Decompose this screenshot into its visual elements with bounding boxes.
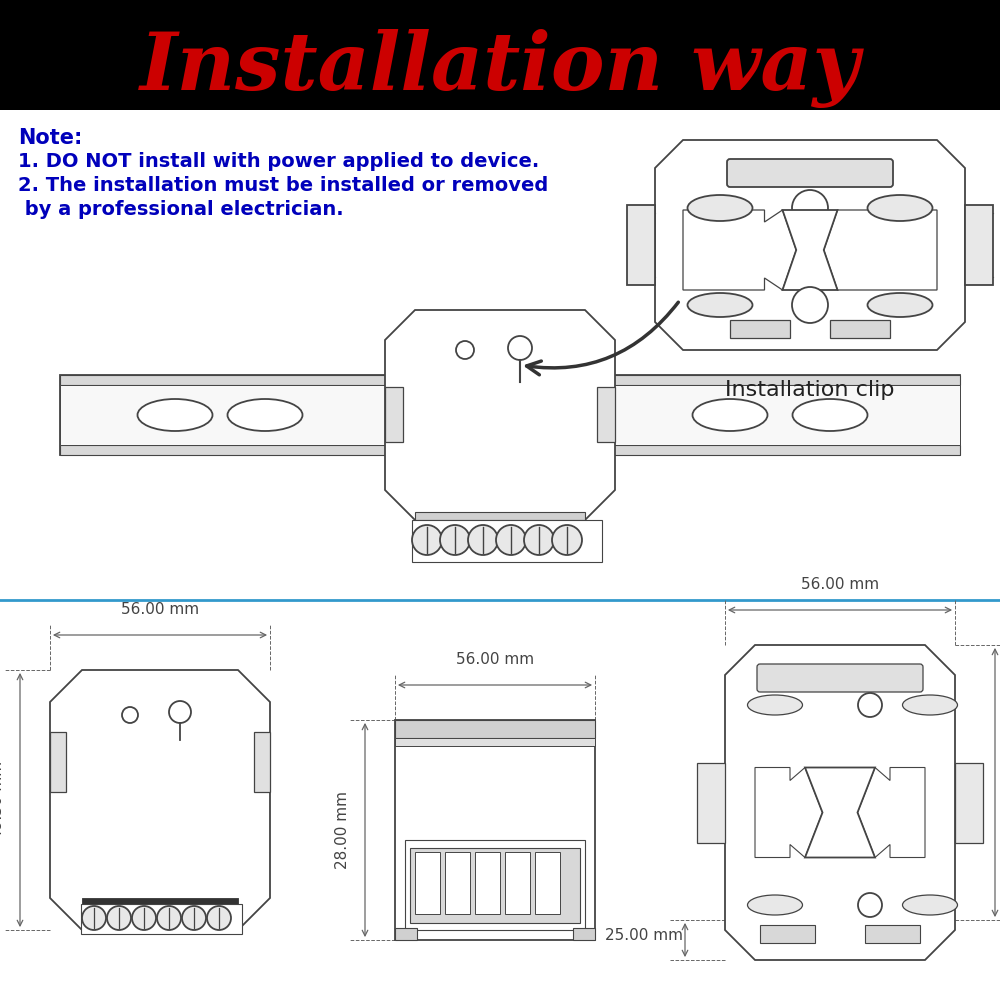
Bar <box>965 205 993 285</box>
Circle shape <box>157 906 181 930</box>
Circle shape <box>496 525 526 555</box>
Bar <box>730 320 790 338</box>
Circle shape <box>122 707 138 723</box>
Polygon shape <box>725 645 955 960</box>
Bar <box>81 904 242 934</box>
Bar <box>445 852 470 914</box>
Bar <box>865 925 920 943</box>
Bar <box>395 738 595 746</box>
Ellipse shape <box>688 195 753 221</box>
Bar <box>505 852 530 914</box>
Text: 56.00 mm: 56.00 mm <box>456 652 534 667</box>
Ellipse shape <box>228 399 302 431</box>
Bar <box>760 925 815 943</box>
Polygon shape <box>385 310 615 520</box>
Circle shape <box>792 287 828 323</box>
Text: Installation clip: Installation clip <box>725 380 895 400</box>
Bar <box>412 520 602 562</box>
Polygon shape <box>858 768 925 857</box>
Text: 49.50 mm: 49.50 mm <box>0 761 5 839</box>
Polygon shape <box>782 210 838 290</box>
Bar <box>254 732 270 792</box>
Polygon shape <box>824 210 937 290</box>
Circle shape <box>169 701 191 723</box>
Text: Note:: Note: <box>18 128 82 148</box>
Bar <box>395 720 595 940</box>
Circle shape <box>524 525 554 555</box>
Ellipse shape <box>868 195 932 221</box>
Circle shape <box>107 906 131 930</box>
Bar <box>573 928 595 940</box>
Circle shape <box>132 906 156 930</box>
Text: by a professional electrician.: by a professional electrician. <box>18 200 344 219</box>
Circle shape <box>508 336 532 360</box>
Bar <box>395 720 595 738</box>
Text: 28.00 mm: 28.00 mm <box>335 791 350 869</box>
Circle shape <box>207 906 231 930</box>
Circle shape <box>456 341 474 359</box>
FancyBboxPatch shape <box>757 664 923 692</box>
Bar <box>60 445 960 455</box>
Ellipse shape <box>868 293 932 317</box>
Ellipse shape <box>138 399 212 431</box>
FancyBboxPatch shape <box>727 159 893 187</box>
Text: Installation way: Installation way <box>140 28 860 107</box>
Bar <box>60 375 960 385</box>
Bar <box>82 898 238 906</box>
Circle shape <box>412 525 442 555</box>
Bar <box>0 0 1000 110</box>
Circle shape <box>468 525 498 555</box>
Ellipse shape <box>902 695 958 715</box>
Text: 56.00 mm: 56.00 mm <box>121 602 199 617</box>
Bar <box>410 848 580 923</box>
Bar <box>395 928 417 940</box>
Text: 1. DO NOT install with power applied to device.: 1. DO NOT install with power applied to … <box>18 152 539 171</box>
Text: 56.00 mm: 56.00 mm <box>801 577 879 592</box>
Bar <box>830 320 890 338</box>
Ellipse shape <box>692 399 768 431</box>
Polygon shape <box>50 670 270 930</box>
Bar <box>385 387 403 442</box>
Ellipse shape <box>748 695 802 715</box>
Polygon shape <box>655 140 965 350</box>
Bar <box>697 762 725 842</box>
Polygon shape <box>805 768 875 857</box>
Circle shape <box>858 693 882 717</box>
Bar <box>627 205 655 285</box>
Bar <box>60 385 960 445</box>
Bar <box>475 852 500 914</box>
Bar <box>415 852 440 914</box>
Ellipse shape <box>688 293 753 317</box>
Ellipse shape <box>748 895 802 915</box>
Polygon shape <box>755 768 822 857</box>
Ellipse shape <box>902 895 958 915</box>
Bar <box>405 840 585 930</box>
Text: 25.00 mm: 25.00 mm <box>605 928 683 942</box>
Bar <box>535 852 560 914</box>
Ellipse shape <box>792 399 868 431</box>
Bar <box>50 732 66 792</box>
Circle shape <box>440 525 470 555</box>
Circle shape <box>182 906 206 930</box>
Circle shape <box>82 906 106 930</box>
Circle shape <box>552 525 582 555</box>
Bar <box>60 375 960 455</box>
Bar <box>415 512 585 520</box>
Circle shape <box>792 190 828 226</box>
Bar <box>597 387 615 442</box>
FancyArrowPatch shape <box>527 302 678 375</box>
Circle shape <box>858 893 882 917</box>
Text: 2. The installation must be installed or removed: 2. The installation must be installed or… <box>18 176 548 195</box>
Bar <box>955 762 983 842</box>
Polygon shape <box>683 210 796 290</box>
